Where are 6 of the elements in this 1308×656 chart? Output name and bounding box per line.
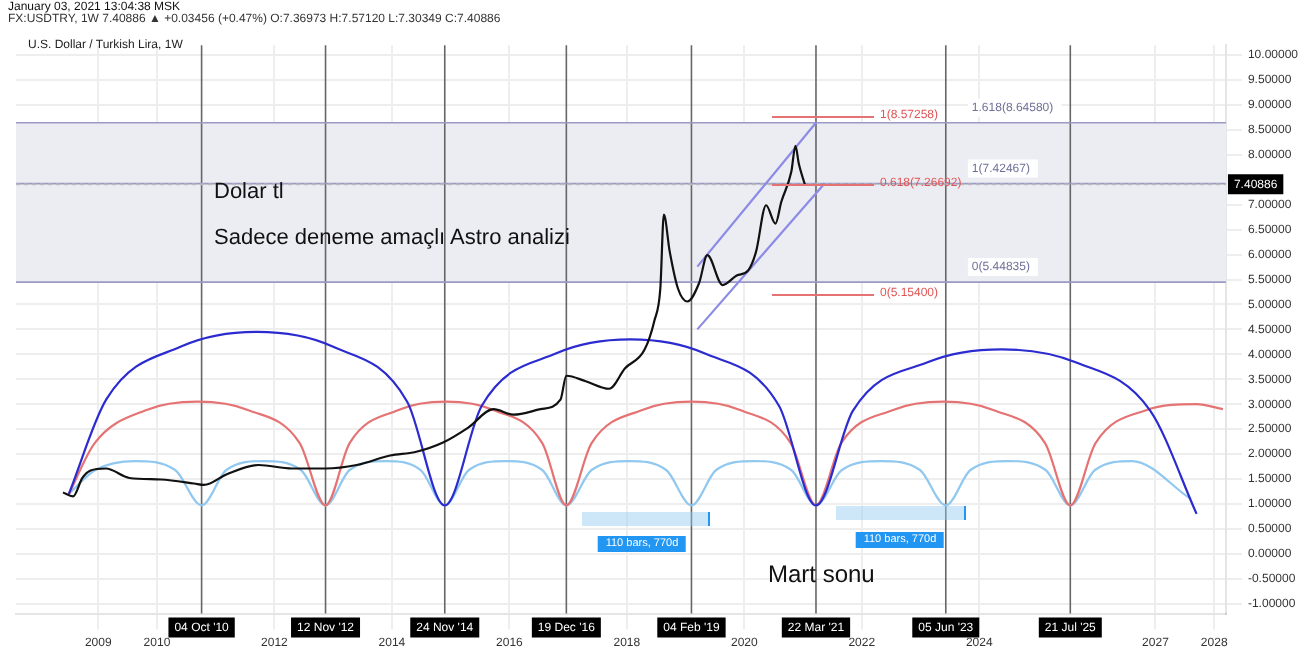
annotation: Mart sonu	[768, 560, 875, 588]
line-series	[67, 400, 1225, 507]
line-series	[61, 144, 806, 498]
annotation: Dolar tl	[214, 180, 284, 204]
line-series	[67, 330, 1198, 515]
line-series	[67, 459, 1192, 507]
